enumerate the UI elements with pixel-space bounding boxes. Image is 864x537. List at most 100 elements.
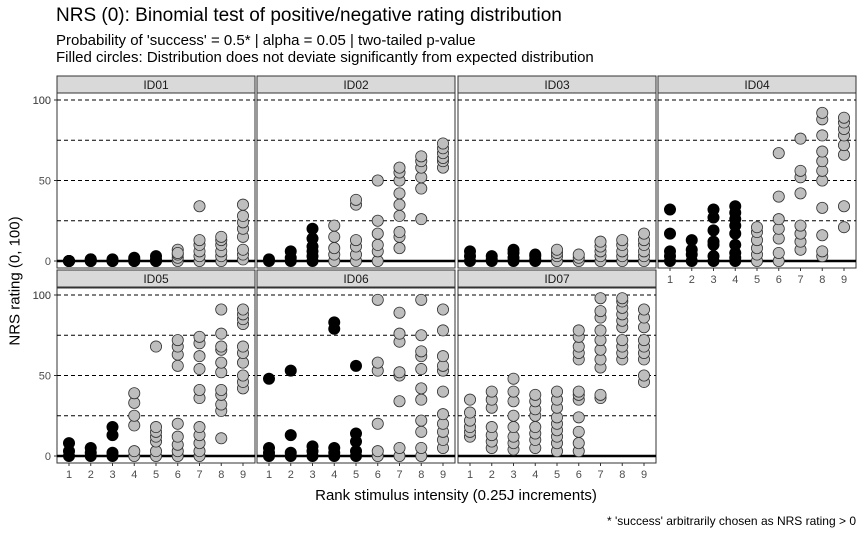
data-point <box>507 385 520 398</box>
data-point <box>328 441 341 454</box>
data-point <box>507 243 520 256</box>
data-point <box>215 230 228 243</box>
data-point <box>572 411 585 424</box>
data-point <box>193 383 206 396</box>
data-point <box>106 446 119 459</box>
data-point <box>193 200 206 213</box>
data-point <box>236 243 249 256</box>
data-point <box>638 303 651 316</box>
data-point <box>284 364 297 377</box>
data-point <box>507 409 520 422</box>
data-point <box>128 445 141 458</box>
data-point <box>236 303 249 316</box>
x-tick-label: 2 <box>88 469 94 481</box>
data-point <box>393 327 406 340</box>
data-point <box>393 209 406 222</box>
data-point <box>284 245 297 258</box>
data-point <box>393 441 406 454</box>
data-point <box>685 234 698 247</box>
data-point <box>371 174 384 187</box>
data-point <box>284 446 297 459</box>
data-point <box>529 421 542 434</box>
data-point <box>729 238 742 251</box>
data-point <box>436 385 449 398</box>
data-point <box>463 406 476 419</box>
data-point <box>262 253 275 266</box>
data-point <box>415 329 428 342</box>
x-axis-label: Rank stimulus intensity (0.25J increment… <box>315 487 597 504</box>
data-point <box>572 248 585 261</box>
data-point <box>572 437 585 450</box>
data-point <box>349 427 362 440</box>
facet-strip <box>457 269 657 288</box>
data-point <box>284 429 297 442</box>
chart-title: NRS (0): Binomial test of positive/negat… <box>56 5 562 26</box>
data-point <box>594 235 607 248</box>
data-point <box>106 421 119 434</box>
data-point <box>328 219 341 232</box>
data-point <box>63 437 76 450</box>
x-tick-label: 3 <box>109 469 115 481</box>
y-tick-label: 50 <box>39 176 51 188</box>
data-point <box>149 340 162 353</box>
facet-strip-label: ID01 <box>143 78 169 92</box>
data-point <box>328 316 341 329</box>
data-point <box>664 203 677 216</box>
data-point <box>393 226 406 239</box>
data-point <box>328 230 341 243</box>
data-point <box>436 137 449 150</box>
data-point <box>193 350 206 363</box>
data-point <box>371 293 384 306</box>
data-point <box>393 198 406 211</box>
data-point <box>707 235 720 248</box>
x-tick-label: 6 <box>175 469 181 481</box>
data-point <box>707 203 720 216</box>
x-tick-label: 9 <box>240 469 246 481</box>
y-tick-label: 100 <box>33 95 51 107</box>
data-point <box>616 234 629 247</box>
data-point <box>707 250 720 263</box>
facet-panel-id07: ID07 1 2 3 4 5 6 7 8 9 <box>457 269 657 481</box>
data-point <box>529 248 542 261</box>
data-point <box>436 408 449 421</box>
data-point <box>594 388 607 401</box>
chart-subtitle-2: Filled circles: Distribution does not de… <box>56 49 594 66</box>
y-axis-label: NRS rating (0, 100) <box>6 216 24 346</box>
data-point <box>794 187 807 200</box>
data-point <box>393 366 406 379</box>
x-tick-label: 7 <box>196 469 202 481</box>
data-point <box>551 243 564 256</box>
data-point <box>84 441 97 454</box>
x-tick-label: 6 <box>576 469 582 481</box>
data-point <box>485 385 498 398</box>
data-point <box>415 150 428 163</box>
data-point <box>236 198 249 211</box>
data-point <box>772 246 785 259</box>
data-point <box>772 147 785 160</box>
x-tick-label: 9 <box>440 469 446 481</box>
x-tick-label: 2 <box>489 469 495 481</box>
data-point <box>84 254 97 267</box>
data-point <box>262 441 275 454</box>
data-point <box>393 161 406 174</box>
data-point <box>529 388 542 401</box>
x-tick-label: 3 <box>710 274 716 286</box>
data-point <box>572 385 585 398</box>
data-point <box>707 224 720 237</box>
x-tick-label: 6 <box>776 274 782 286</box>
data-point <box>215 356 228 369</box>
facet-strip-label: ID05 <box>143 272 169 286</box>
data-point <box>415 441 428 454</box>
data-point <box>816 145 829 158</box>
data-point <box>171 334 184 347</box>
x-tick-label: 9 <box>841 274 847 286</box>
data-point <box>171 417 184 430</box>
facet-panel-id03: ID03 <box>457 75 657 269</box>
x-tick-label: 5 <box>353 469 359 481</box>
data-point <box>415 293 428 306</box>
data-point <box>816 245 829 258</box>
data-point <box>463 393 476 406</box>
facet-strip-label: ID02 <box>343 78 369 92</box>
